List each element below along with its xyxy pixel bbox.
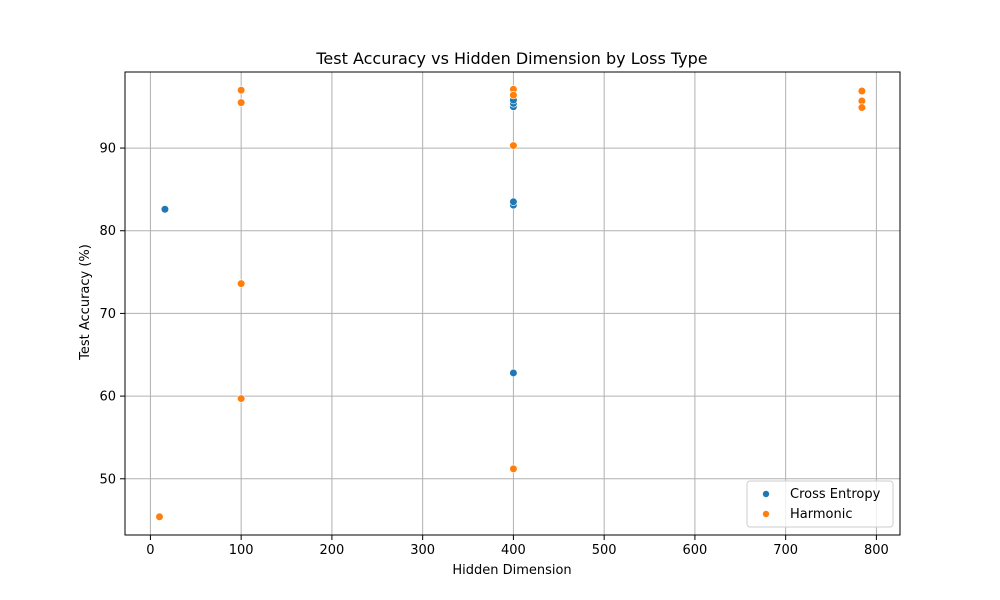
- x-tick-label: 500: [592, 543, 617, 558]
- y-axis-label: Test Accuracy (%): [78, 244, 93, 361]
- y-tick-label: 50: [99, 472, 116, 487]
- point-harmonic: [509, 91, 518, 100]
- point-harmonic: [509, 464, 518, 473]
- axis-ticks: 0 100 200 300 400 500 600 700 800 50 60 70 80 90: [99, 142, 888, 558]
- plot-frame: [124, 71, 901, 536]
- x-tick-label: 400: [501, 543, 526, 558]
- x-axis-label: Hidden Dimension: [452, 563, 571, 578]
- point-cross-entropy: [160, 205, 170, 214]
- point-cross-entropy: [509, 368, 518, 378]
- y-tick-label: 70: [99, 307, 116, 322]
- x-tick-label: 600: [682, 543, 707, 558]
- point-harmonic: [237, 86, 246, 95]
- data-points: [155, 85, 866, 521]
- point-harmonic: [857, 86, 866, 96]
- point-harmonic: [509, 141, 518, 150]
- point-harmonic: [237, 279, 246, 288]
- legend-marker-harmonic: [762, 510, 770, 518]
- x-tick-label: 200: [319, 543, 344, 558]
- legend: Cross Entropy Harmonic: [746, 480, 894, 528]
- x-tick-label: 700: [773, 543, 798, 558]
- x-tick-label: 100: [229, 543, 254, 558]
- y-tick-label: 90: [99, 142, 116, 157]
- point-harmonic: [237, 98, 246, 107]
- point-harmonic: [857, 103, 866, 112]
- point-harmonic: [237, 394, 246, 403]
- legend-label-harmonic: Harmonic: [790, 507, 852, 522]
- point-cross-entropy: [509, 197, 518, 206]
- x-tick-label: 300: [410, 543, 435, 558]
- legend-label-cross-entropy: Cross Entropy: [790, 487, 881, 502]
- chart-title: Test Accuracy vs Hidden Dimension by Los…: [315, 49, 707, 68]
- x-tick-label: 0: [146, 543, 154, 558]
- y-tick-label: 60: [99, 390, 116, 405]
- x-tick-label: 800: [864, 543, 889, 558]
- point-harmonic: [155, 512, 164, 521]
- y-tick-label: 80: [99, 224, 116, 239]
- legend-box: [746, 480, 894, 528]
- legend-marker-cross-entropy: [762, 490, 770, 498]
